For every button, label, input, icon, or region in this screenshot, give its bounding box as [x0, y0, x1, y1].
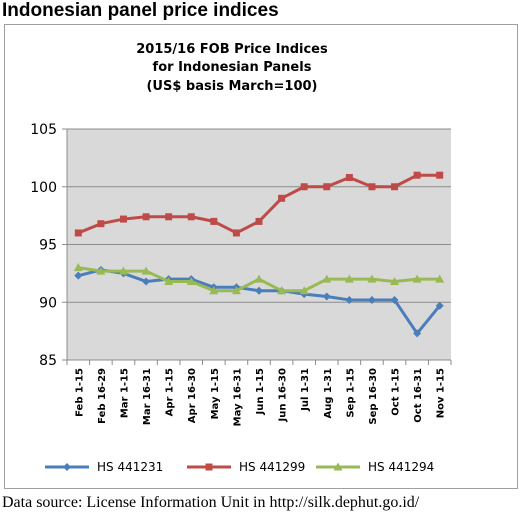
data-point: [345, 295, 354, 304]
data-point: [142, 213, 150, 221]
y-tick-label: 95: [39, 238, 57, 254]
data-point: [255, 217, 263, 225]
data-point: [165, 213, 173, 221]
data-point: [367, 295, 376, 304]
x-tick-label: Nov 1-15: [436, 368, 447, 418]
data-point: [435, 274, 445, 283]
legend-item: HS 441299: [187, 460, 305, 474]
data-point: [97, 220, 105, 228]
chart-title: 2015/16 FOB Price Indices for Indonesian …: [136, 42, 328, 94]
x-tick-label: Apr 1-15: [165, 368, 176, 416]
legend-marker: [63, 463, 71, 471]
chart-title-line: (US$ basis March=100): [146, 79, 317, 94]
x-axis: Feb 1-15 Feb 16-29 Mar 1-15 Mar 16-31 Apr 1-…: [66, 359, 452, 426]
series-hs-441299: [74, 171, 444, 237]
data-point: [412, 274, 422, 283]
x-tick-label: Sep 16-30: [368, 368, 379, 425]
y-axis: 85 90 95 100 105: [30, 122, 68, 369]
data-point: [391, 183, 399, 191]
legend-item: HS 441294: [316, 460, 434, 474]
data-point: [390, 295, 399, 304]
data-point: [73, 263, 83, 272]
data-point: [413, 329, 422, 338]
data-point: [74, 271, 83, 280]
series-lines: [73, 171, 445, 338]
data-point: [344, 274, 354, 283]
x-tick-label: Apr 16-30: [187, 368, 198, 423]
chart-title-line: 2015/16 FOB Price Indices: [136, 42, 328, 57]
data-point: [390, 276, 400, 285]
data-point: [142, 277, 151, 286]
chart-frame: 2015/16 FOB Price Indices for Indonesian …: [4, 24, 518, 489]
series-hs-441294: [73, 263, 445, 295]
x-tick-label: Mar 1-15: [119, 368, 130, 418]
data-point: [299, 286, 309, 295]
data-point: [119, 215, 127, 223]
source-note: Data source: License Information Unit in…: [2, 494, 420, 511]
data-point: [231, 286, 241, 295]
data-point: [210, 217, 218, 225]
data-point: [278, 194, 286, 202]
legend-marker: [205, 463, 213, 471]
x-tick-label: Oct 1-15: [391, 368, 402, 416]
data-point: [367, 274, 377, 283]
x-tick-label: Jun 1-15: [255, 368, 266, 416]
data-point: [164, 276, 174, 285]
y-tick-label: 105: [30, 122, 57, 138]
data-point: [323, 183, 331, 191]
x-tick-label: Jun 16-30: [278, 368, 289, 422]
data-point: [186, 276, 196, 285]
x-tick-label: Oct 16-31: [413, 368, 424, 423]
data-point: [96, 266, 106, 275]
data-point: [141, 266, 151, 275]
legend-marker: [333, 462, 343, 471]
data-point: [232, 229, 240, 237]
legend-label: HS 441299: [239, 460, 305, 474]
legend-label: HS 441231: [97, 460, 163, 474]
x-tick-label: Aug 1-31: [323, 368, 334, 419]
data-point: [436, 171, 444, 179]
x-tick-label: Feb 16-29: [97, 368, 108, 424]
data-point: [413, 171, 421, 179]
data-point: [345, 174, 353, 182]
data-point: [368, 183, 376, 191]
chart-title-line: for Indonesian Panels: [153, 60, 312, 75]
y-tick-label: 100: [30, 180, 57, 196]
x-tick-label: May 1-15: [210, 368, 221, 419]
data-point: [209, 286, 219, 295]
data-point: [74, 229, 82, 237]
data-point: [254, 274, 264, 283]
y-tick-label: 85: [39, 353, 57, 369]
x-tick-label: Feb 1-15: [74, 368, 85, 417]
data-point: [277, 286, 287, 295]
data-point: [187, 213, 195, 221]
price-index-chart: 2015/16 FOB Price Indices for Indonesian …: [30, 42, 452, 474]
legend: HS 441231 HS 441299 HS 441294: [45, 460, 434, 474]
data-point: [322, 274, 332, 283]
data-point: [118, 266, 128, 275]
data-point: [300, 183, 308, 191]
x-tick-label: May 16-31: [232, 368, 243, 426]
data-point: [435, 301, 444, 310]
page-heading: Indonesian panel price indices: [2, 0, 279, 21]
x-tick-label: Mar 16-31: [142, 368, 153, 425]
x-tick-label: Sep 1-15: [345, 368, 356, 418]
legend-item: HS 441231: [45, 460, 163, 474]
legend-label: HS 441294: [368, 460, 434, 474]
data-point: [255, 286, 263, 295]
x-tick-label: Jul 1-31: [300, 368, 311, 412]
y-tick-label: 90: [39, 295, 57, 311]
data-point: [322, 292, 331, 301]
